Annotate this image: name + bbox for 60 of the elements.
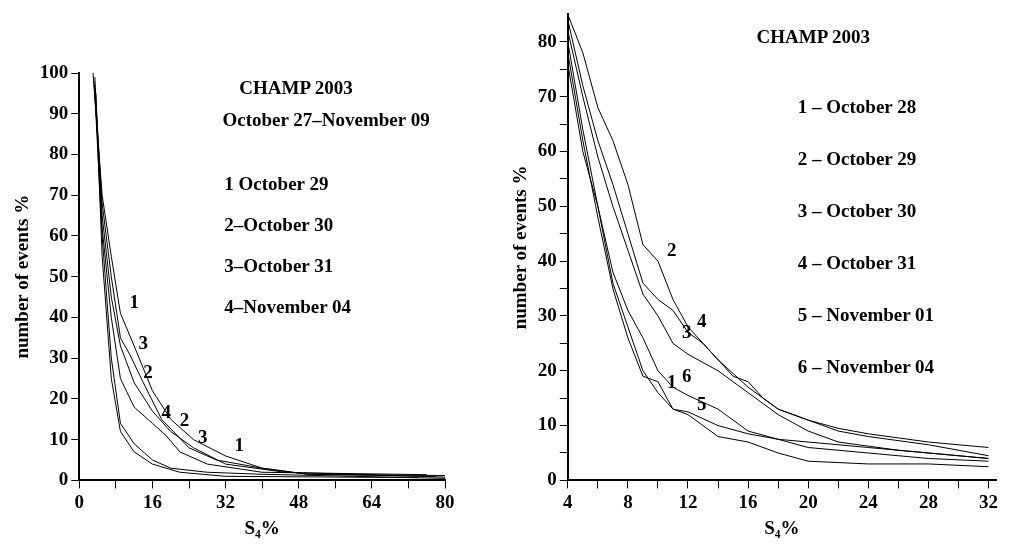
annotation: 2–October 30	[224, 213, 334, 235]
annotation: 4	[697, 310, 707, 332]
y-tick-label: 20	[49, 386, 69, 408]
y-tick-label: 70	[49, 183, 69, 205]
annotation: 1	[234, 433, 245, 455]
y-tick-label: 80	[537, 29, 557, 51]
x-tick-label: 0	[74, 490, 85, 512]
x-tick-label: 16	[142, 490, 162, 512]
x-tick-label: 48	[289, 490, 309, 512]
annotation: 2	[179, 409, 190, 431]
annotation: 6 – November 04	[797, 356, 935, 378]
x-tick-label: 20	[798, 490, 818, 512]
y-tick-label: 70	[537, 84, 557, 106]
y-tick-label: 60	[49, 223, 69, 245]
y-tick-label: 30	[49, 346, 69, 368]
x-tick-label: 8	[623, 490, 633, 512]
x-tick-label: 80	[435, 490, 455, 512]
text: CHAMP 2003	[756, 26, 871, 48]
x-tick-label: 4	[563, 490, 574, 512]
y-tick-label: 50	[537, 194, 557, 216]
y-axis-title: number of events %	[509, 165, 531, 330]
annotation: 2	[666, 239, 677, 261]
annotation: 4–November 04	[224, 295, 352, 317]
y-tick-label: 0	[58, 468, 69, 490]
annotation: 3	[138, 332, 149, 354]
y-tick-label: 50	[49, 264, 69, 286]
annotation: 6	[681, 365, 692, 387]
y-tick-label: 40	[537, 249, 557, 271]
y-tick-label: 80	[49, 142, 69, 164]
annotation: 1	[129, 291, 139, 313]
x-tick-label: 24	[858, 490, 879, 512]
annotation: 3	[198, 425, 208, 447]
y-tick-label: 40	[49, 305, 69, 327]
x-axis-title: S₄%	[244, 516, 280, 538]
x-tick-label: 16	[738, 490, 758, 512]
x-tick-label: 28	[918, 490, 938, 512]
annotation: 1 October 29	[224, 172, 329, 194]
annotation: 2	[143, 360, 153, 382]
y-tick-label: 90	[49, 101, 69, 123]
chart-title: CHAMP 2003	[239, 76, 353, 98]
y-tick-label: 100	[39, 60, 69, 82]
y-tick-label: 10	[49, 427, 69, 449]
y-tick-label: 60	[537, 139, 557, 161]
x-tick-label: 12	[678, 490, 698, 512]
x-tick-label: 64	[362, 490, 382, 512]
y-tick-label: 30	[537, 303, 557, 325]
x-tick-label: 32	[216, 490, 236, 512]
annotation: 3–October 31	[224, 254, 334, 276]
annotation: 2 – October 29	[797, 148, 917, 170]
x-tick-label: 32	[978, 490, 998, 512]
annotation: 1 – October 28	[797, 96, 917, 118]
annotation: 3 – October 30	[797, 200, 917, 222]
y-tick-label: 0	[547, 468, 557, 490]
y-tick-label: 20	[537, 358, 557, 380]
annotation: 4 – October 31	[797, 252, 917, 274]
y-tick-label: 10	[537, 413, 557, 435]
x-axis-title: S₄%	[764, 516, 800, 538]
text: October 27–November 09	[222, 108, 430, 130]
annotation: 5 – November 01	[797, 304, 935, 326]
y-axis-title: number of events %	[11, 194, 33, 359]
